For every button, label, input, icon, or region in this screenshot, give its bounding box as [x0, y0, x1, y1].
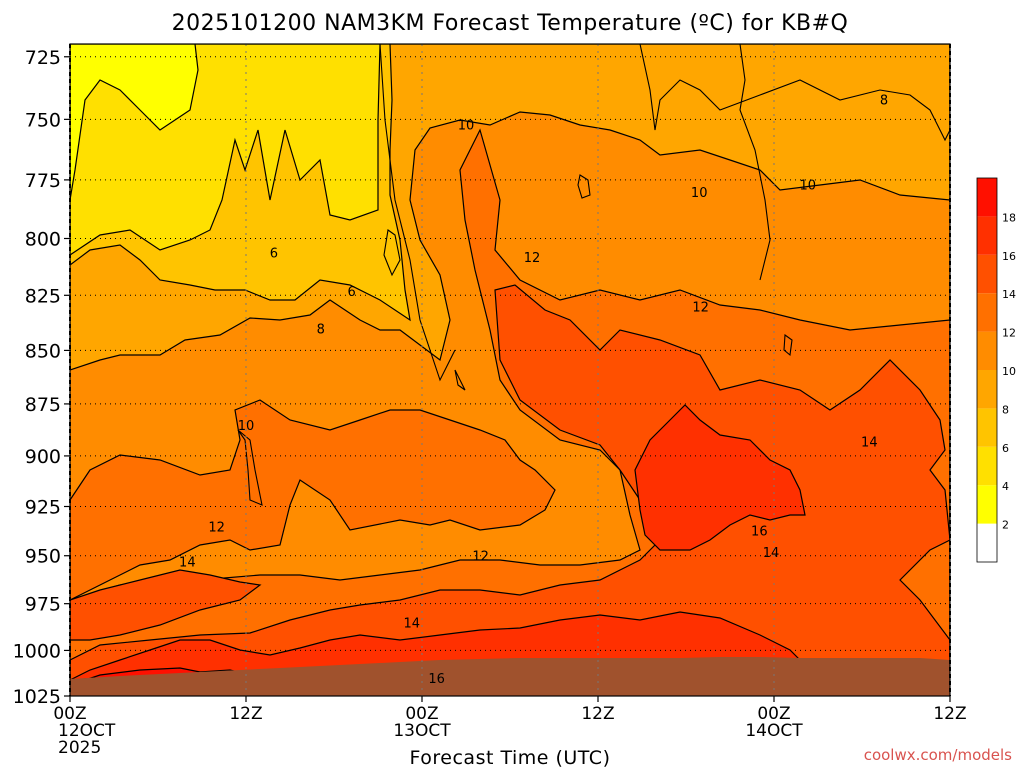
contour-line: [383, 229, 401, 277]
contour-line: [639, 44, 950, 142]
y-tick-label: 800: [25, 228, 61, 250]
y-tick-label: 950: [25, 546, 61, 568]
contour-label: 14: [179, 556, 196, 571]
contour-label: 10: [691, 186, 708, 201]
colorbar: 2 4 6 8 10 12 14 16 18: [976, 177, 1016, 563]
contour-label: 14: [763, 546, 780, 561]
contour-label: 8: [317, 323, 325, 338]
y-axis: 725 750 775 800 825 850 875 900 925 950 975 1000 102…: [13, 47, 70, 708]
colorbar-swatch: [977, 331, 997, 370]
contour-label: 6: [270, 246, 278, 261]
contour-label: 16: [428, 672, 445, 687]
contour-label: 12: [208, 520, 225, 535]
colorbar-label: 10: [1002, 365, 1016, 378]
y-tick-label: 775: [25, 170, 61, 192]
colorbar-label: 14: [1002, 288, 1016, 301]
x-tick-label: 12Z: [933, 704, 966, 724]
colorbar-swatch: [977, 485, 997, 524]
x-tick-label: 00Z: [405, 704, 438, 724]
colorbar-label: 8: [1002, 403, 1009, 416]
y-tick-label: 1000: [13, 640, 61, 662]
colorbar-frame: [976, 177, 998, 563]
colorbar-label: 18: [1002, 211, 1016, 224]
contour-line: [783, 333, 793, 357]
contour-label: 10: [458, 118, 475, 133]
contour-label: 10: [238, 419, 255, 434]
contour-label: 10: [799, 179, 816, 194]
contour-label: 12: [692, 300, 709, 315]
fill-2-4: [70, 44, 199, 201]
contour-line: [379, 44, 456, 382]
fill-14-16: [70, 284, 950, 696]
colorbar-label: 6: [1002, 442, 1009, 455]
colorbar-swatch: [977, 408, 997, 447]
x-tick-label: 00Z: [53, 704, 86, 724]
contour-line: [454, 369, 466, 391]
x-tick-label: 14OCT: [745, 721, 803, 741]
y-tick-label: 750: [25, 109, 61, 131]
x-tick-label: 2025: [58, 738, 101, 758]
contour-label: 14: [403, 617, 420, 632]
colorbar-swatch: [977, 178, 997, 217]
fill-16-18-cell: [634, 404, 806, 551]
y-tick-label: 825: [25, 285, 61, 307]
contour-labels: 6 6 8 10 12 14 10 12 12 14 16 10 12 8 10 14 16 14: [179, 94, 888, 687]
contour-label: 16: [751, 524, 768, 539]
y-tick-label: 725: [25, 47, 61, 69]
colorbar-swatch: [977, 293, 997, 332]
x-tick-label: 12Z: [581, 704, 614, 724]
contour-line: [577, 174, 591, 199]
x-tick-label: 00Z: [757, 704, 790, 724]
colorbar-swatch: [977, 446, 997, 486]
contour-label: 14: [861, 436, 878, 451]
x-tick-label: 12Z: [229, 704, 262, 724]
contour-line: [739, 44, 771, 281]
contour-label: 12: [472, 550, 489, 565]
contour-label: 12: [524, 251, 541, 266]
x-tick-label: 12OCT: [58, 721, 116, 741]
colorbar-label: 16: [1002, 250, 1016, 263]
y-tick-label: 925: [25, 497, 61, 519]
chart-title: 2025101200 NAM3KM Forecast Temperature (…: [172, 11, 849, 36]
y-tick-label: 900: [25, 446, 61, 468]
colorbar-swatch: [977, 370, 997, 409]
y-tick-label: 850: [25, 340, 61, 362]
grid: [69, 44, 951, 697]
colorbar-swatch: [977, 216, 997, 255]
plot-area: [70, 44, 950, 696]
colorbar-label: 2: [1002, 519, 1009, 532]
y-tick-label: 975: [25, 594, 61, 616]
x-axis-label: Forecast Time (UTC): [410, 747, 611, 768]
y-tick-label: 875: [25, 394, 61, 416]
contour-label: 8: [880, 94, 888, 109]
y-tick-label: 1025: [13, 686, 61, 708]
x-tick-label: 13OCT: [393, 721, 451, 741]
colorbar-swatch: [977, 254, 997, 294]
colorbar-label: 12: [1002, 327, 1016, 340]
credit-text: coolwx.com/models: [864, 746, 1012, 764]
ground: [70, 657, 950, 696]
contour-label: 6: [347, 285, 355, 300]
colorbar-swatch: [977, 523, 997, 562]
colorbar-label: 4: [1002, 480, 1009, 493]
